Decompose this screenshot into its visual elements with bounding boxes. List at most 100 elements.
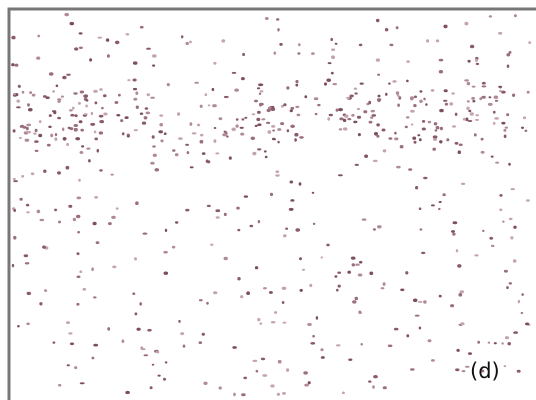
dot <box>313 223 316 225</box>
dot <box>475 119 479 121</box>
dot <box>499 209 502 212</box>
dot <box>21 175 24 178</box>
dot <box>231 128 236 132</box>
dot <box>467 82 471 85</box>
dot <box>406 60 409 63</box>
dot <box>49 72 54 75</box>
dot <box>178 320 180 323</box>
dot <box>476 63 479 65</box>
dot <box>259 93 261 95</box>
dot <box>242 53 245 56</box>
dot <box>257 87 260 89</box>
dot <box>80 129 84 132</box>
dot <box>224 213 227 216</box>
dot <box>482 85 487 87</box>
dot <box>126 33 130 35</box>
dot <box>385 93 387 96</box>
dot <box>140 302 142 305</box>
dot <box>212 104 217 107</box>
dot <box>456 349 459 352</box>
dot <box>125 116 129 119</box>
dot <box>202 333 205 336</box>
dot <box>86 148 90 150</box>
dot <box>414 96 417 99</box>
dot <box>321 256 323 258</box>
dot <box>62 128 64 132</box>
dot <box>373 375 378 378</box>
dot <box>294 138 297 141</box>
dot <box>436 126 440 129</box>
dot <box>27 131 31 133</box>
dot <box>272 138 276 140</box>
dot <box>15 64 19 67</box>
dot <box>70 22 75 25</box>
dot <box>287 129 290 132</box>
dot <box>22 91 25 94</box>
dot <box>70 343 74 346</box>
dot <box>236 118 239 121</box>
dot <box>330 38 333 41</box>
dot <box>137 328 141 331</box>
dot <box>57 117 61 120</box>
dot <box>99 169 103 171</box>
dot <box>91 112 93 115</box>
dot <box>84 113 88 115</box>
dot <box>54 209 57 212</box>
dot <box>352 263 355 266</box>
dot <box>99 120 104 123</box>
dot <box>468 60 471 63</box>
dot <box>351 114 354 117</box>
dot <box>369 121 373 124</box>
dot <box>237 229 240 231</box>
dot <box>452 233 455 236</box>
dot <box>172 246 175 249</box>
dot <box>35 150 39 152</box>
dot <box>481 96 485 99</box>
dot <box>115 41 120 45</box>
dot <box>132 292 135 295</box>
dot <box>206 160 209 163</box>
dot <box>470 45 474 49</box>
dot <box>118 94 121 97</box>
dot <box>460 322 464 325</box>
dot <box>525 323 529 326</box>
dot <box>290 125 295 128</box>
dot <box>257 123 261 126</box>
dot <box>258 83 263 86</box>
dot <box>400 289 404 292</box>
dot <box>144 116 148 119</box>
dot <box>206 302 209 305</box>
dot <box>272 130 275 132</box>
dot <box>396 26 399 29</box>
dot <box>383 282 386 286</box>
dot <box>337 272 341 274</box>
dot <box>445 103 448 106</box>
dot <box>290 107 294 110</box>
dot <box>143 233 148 235</box>
dot <box>338 108 343 111</box>
dot <box>73 92 77 94</box>
dot <box>335 43 338 45</box>
dot <box>388 83 391 85</box>
dot <box>451 230 455 233</box>
dot <box>25 262 30 264</box>
dot <box>423 300 427 303</box>
dot <box>133 98 137 101</box>
background <box>0 0 536 400</box>
dot <box>439 201 442 203</box>
dot <box>449 102 453 105</box>
dot <box>383 149 387 152</box>
dot <box>463 118 466 121</box>
dot <box>355 297 359 300</box>
dot <box>150 97 155 99</box>
dot <box>339 128 342 130</box>
dot <box>199 299 203 301</box>
dot <box>508 342 511 345</box>
dot <box>397 104 400 107</box>
dot <box>481 151 485 154</box>
dot <box>122 340 125 343</box>
dot <box>111 174 114 176</box>
dot <box>53 341 56 343</box>
dot <box>489 15 492 17</box>
dot <box>376 123 380 126</box>
